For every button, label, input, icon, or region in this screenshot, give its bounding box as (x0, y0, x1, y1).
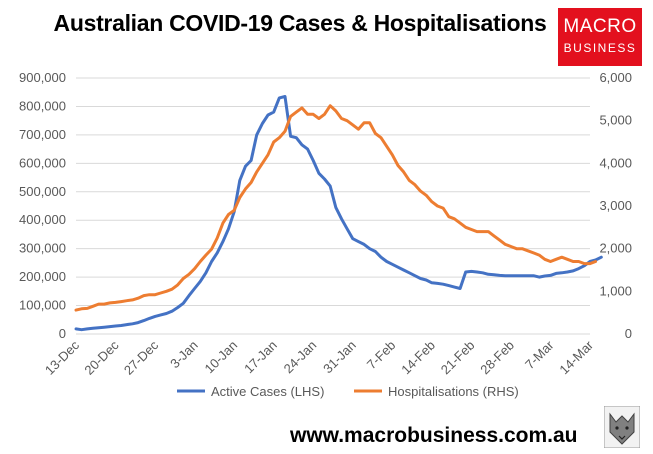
x-tick-label: 3-Jan (167, 338, 201, 372)
left-tick-label: 0 (59, 326, 66, 341)
x-tick-label: 21-Feb (438, 338, 478, 378)
series-lines (74, 95, 603, 332)
x-axis: 13-Dec 20-Dec 27-Dec 3-Jan 10-Jan 17-Jan 24-Ja… (42, 337, 597, 378)
x-tick-label: 31-Jan (320, 338, 359, 377)
x-tick-label: 27-Dec (121, 337, 162, 378)
right-tick-label: 6,000 (599, 70, 632, 85)
macro-business-logo: MACRO BUSINESS (558, 8, 642, 66)
x-tick-label: 7-Feb (364, 338, 399, 373)
left-tick-label: 500,000 (19, 184, 66, 199)
right-tick-label: 4,000 (599, 155, 632, 170)
right-tick-label: 0 (625, 326, 632, 341)
x-tick-label: 13-Dec (42, 337, 83, 378)
right-tick-label: 1,000 (599, 283, 632, 298)
left-tick-label: 900,000 (19, 70, 66, 85)
footer-url: www.macrobusiness.com.au (290, 424, 578, 447)
x-tick-label: 10-Jan (202, 338, 241, 377)
right-tick-label: 5,000 (599, 113, 632, 128)
right-tick-label: 3,000 (599, 198, 632, 213)
left-tick-label: 700,000 (19, 127, 66, 142)
left-tick-label: 200,000 (19, 269, 66, 284)
right-axis: 0 1,000 2,000 3,000 4,000 5,000 6,000 (599, 70, 632, 341)
hospitalisations-line (74, 104, 598, 312)
left-tick-label: 800,000 (19, 98, 66, 113)
left-tick-label: 400,000 (19, 212, 66, 227)
legend-label: Hospitalisations (RHS) (388, 384, 519, 399)
left-axis: 0 100,000 200,000 300,000 400,000 500,000 600,… (19, 70, 66, 341)
legend: Active Cases (LHS) Hospitalisations (RHS) (177, 384, 519, 399)
legend-label: Active Cases (LHS) (211, 384, 324, 399)
x-tick-label: 20-Dec (81, 337, 122, 378)
left-tick-label: 600,000 (19, 155, 66, 170)
x-tick-label: 14-Feb (398, 338, 438, 378)
x-tick-label: 14-Mar (556, 337, 596, 377)
x-tick-label: 17-Jan (241, 338, 280, 377)
gridlines (76, 77, 590, 335)
chart-title: Australian COVID-19 Cases & Hospitalisat… (53, 10, 547, 36)
x-tick-label: 7-Mar (522, 337, 557, 372)
logo-line-1: MACRO (563, 16, 637, 37)
left-tick-label: 300,000 (19, 241, 66, 256)
x-tick-label: 28-Feb (477, 338, 517, 378)
right-tick-label: 2,000 (599, 241, 632, 256)
x-tick-label: 24-Jan (281, 338, 320, 377)
active-cases-line (74, 95, 603, 332)
left-tick-label: 100,000 (19, 298, 66, 313)
wolf-logo-icon (604, 406, 640, 448)
logo-line-2: BUSINESS (563, 41, 637, 55)
